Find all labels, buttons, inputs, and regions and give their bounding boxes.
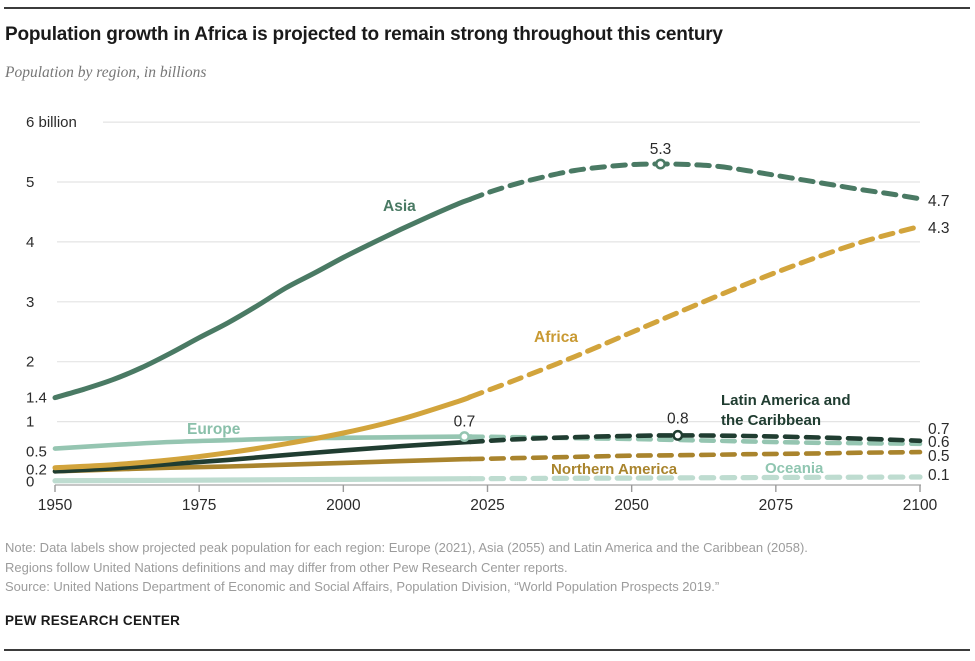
y-axis-labels: 00.20.5 1 1.4 2 3 4 5 6 billion: [26, 114, 77, 490]
svg-text:0.6: 0.6: [928, 434, 950, 451]
series-oceania: [52, 474, 923, 484]
svg-text:0.5: 0.5: [26, 444, 47, 461]
source-line: Source: United Nations Department of Eco…: [5, 579, 720, 594]
svg-text:3: 3: [26, 294, 34, 311]
population-line-chart: 0 0.2 0.5 1 1.4 2 3 4 5 6 billion 1950 1975 2000 2025…: [26, 114, 950, 514]
svg-text:0.5: 0.5: [928, 448, 950, 465]
chart-title: Population growth in Africa is projected…: [5, 24, 723, 45]
svg-text:5.3: 5.3: [650, 141, 672, 158]
svg-text:4: 4: [26, 234, 34, 251]
note-line-1: Note: Data labels show projected peak po…: [5, 540, 808, 555]
chart-notes: Note: Data labels show projected peak po…: [5, 538, 970, 597]
peak-marker-latin-america-and-the-caribbean: 0.8: [667, 410, 689, 441]
svg-text:0.8: 0.8: [667, 410, 689, 427]
svg-text:2075: 2075: [759, 497, 793, 514]
svg-text:0.2: 0.2: [26, 462, 47, 479]
svg-text:Africa: Africa: [534, 329, 578, 346]
svg-text:4.7: 4.7: [928, 193, 950, 210]
svg-text:0.1: 0.1: [928, 467, 950, 484]
svg-text:the Caribbean: the Caribbean: [721, 412, 821, 429]
series-name-labels: Europe Northern America Latin America and t…: [187, 198, 850, 478]
svg-text:1.4: 1.4: [26, 390, 47, 407]
svg-text:2100: 2100: [903, 497, 938, 514]
svg-text:Europe: Europe: [187, 421, 241, 438]
pew-research-center-logo: PEW RESEARCH CENTER: [5, 613, 181, 628]
series-asia: [52, 161, 923, 401]
svg-text:2000: 2000: [326, 497, 361, 514]
svg-text:Northern America: Northern America: [551, 461, 678, 478]
svg-text:0: 0: [26, 474, 34, 491]
svg-text:2050: 2050: [614, 497, 649, 514]
svg-text:Oceania: Oceania: [765, 460, 824, 477]
series-africa: [52, 223, 923, 471]
peak-marker-europe: 0.7: [454, 414, 476, 443]
end-value-labels: 0.60.5 0.7 4.3 4.7 0.1: [928, 193, 950, 484]
svg-text:0.7: 0.7: [454, 414, 476, 431]
svg-text:0.7: 0.7: [928, 421, 950, 438]
peak-marker-asia: 5.3: [650, 141, 672, 170]
svg-text:2025: 2025: [470, 497, 504, 514]
svg-text:Asia: Asia: [383, 198, 416, 215]
bottom-divider: [4, 649, 970, 651]
svg-text:1950: 1950: [38, 497, 73, 514]
svg-text:1: 1: [26, 414, 34, 431]
chart-subtitle: Population by region, in billions: [5, 64, 207, 81]
svg-text:2: 2: [26, 354, 34, 371]
svg-text:6 billion: 6 billion: [26, 114, 77, 131]
x-axis: 1950 1975 2000 2025 2050 2075 2100: [38, 484, 938, 514]
svg-text:4.3: 4.3: [928, 220, 950, 237]
note-line-2: Regions follow United Nations definition…: [5, 559, 568, 575]
svg-text:5: 5: [26, 174, 34, 191]
svg-text:Latin America and: Latin America and: [721, 392, 850, 409]
top-divider: [4, 7, 970, 9]
gridlines: [57, 121, 920, 423]
svg-text:1975: 1975: [182, 497, 216, 514]
